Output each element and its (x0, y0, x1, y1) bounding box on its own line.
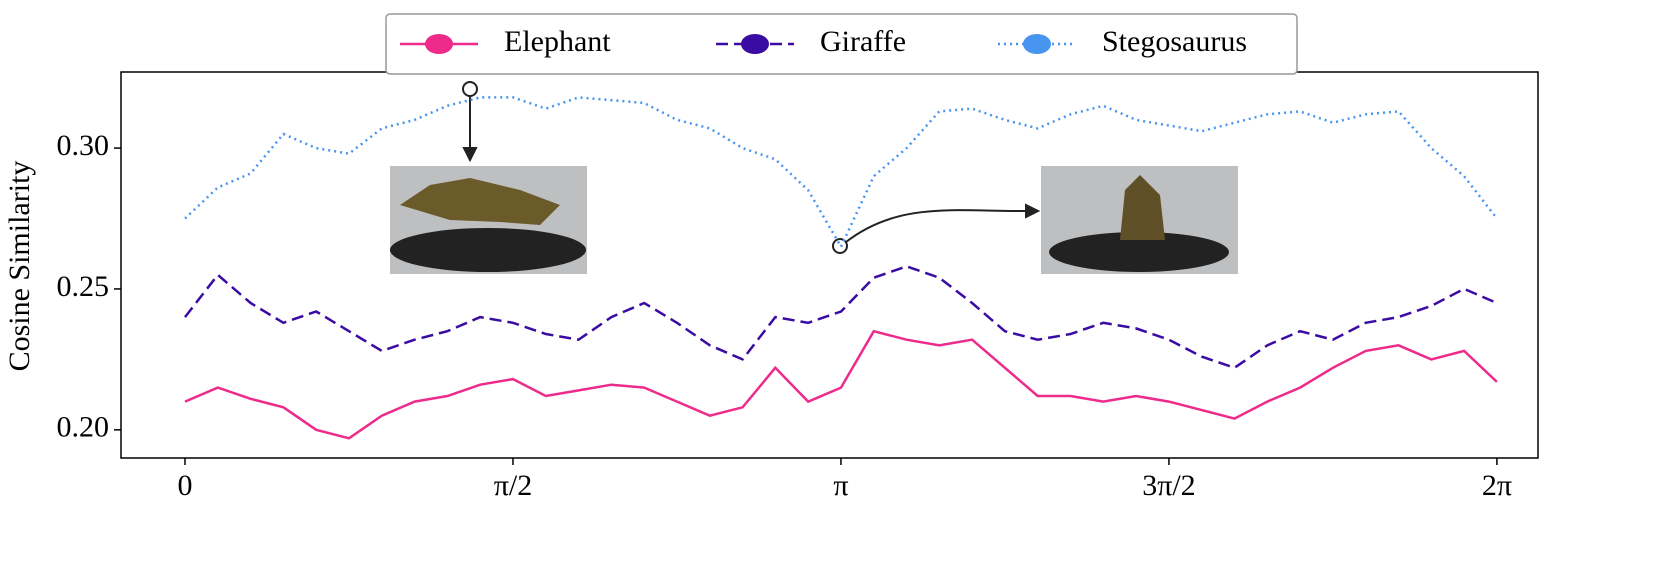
y-tick-label: 0.25 (57, 270, 110, 303)
x-tick-label: π (833, 469, 848, 502)
legend-label: Stegosaurus (1102, 25, 1247, 58)
data-line (184, 96, 1498, 250)
x-tick-label: 0 (177, 469, 192, 502)
x-tick-label: 3π/2 (1142, 469, 1195, 502)
legend-marker (1023, 34, 1051, 54)
photo-right (1041, 166, 1238, 274)
legend-marker (425, 34, 453, 54)
legend-label: Giraffe (820, 25, 906, 58)
y-axis-label: Cosine Similarity (3, 161, 36, 372)
annotation (462, 81, 1041, 254)
legend-marker (741, 34, 769, 54)
y-tick-label: 0.20 (57, 411, 110, 444)
photo-left (390, 166, 587, 274)
plot-frame (120, 71, 1539, 459)
x-tick-label: π/2 (494, 469, 532, 502)
data-line (184, 265, 1498, 370)
legend: Elephant Giraffe Stegosaurus (385, 13, 1298, 75)
y-tick-label: 0.30 (57, 129, 110, 162)
x-tick-label: 2π (1482, 469, 1512, 502)
data-line (184, 329, 1498, 440)
legend-label: Elephant (504, 25, 611, 58)
